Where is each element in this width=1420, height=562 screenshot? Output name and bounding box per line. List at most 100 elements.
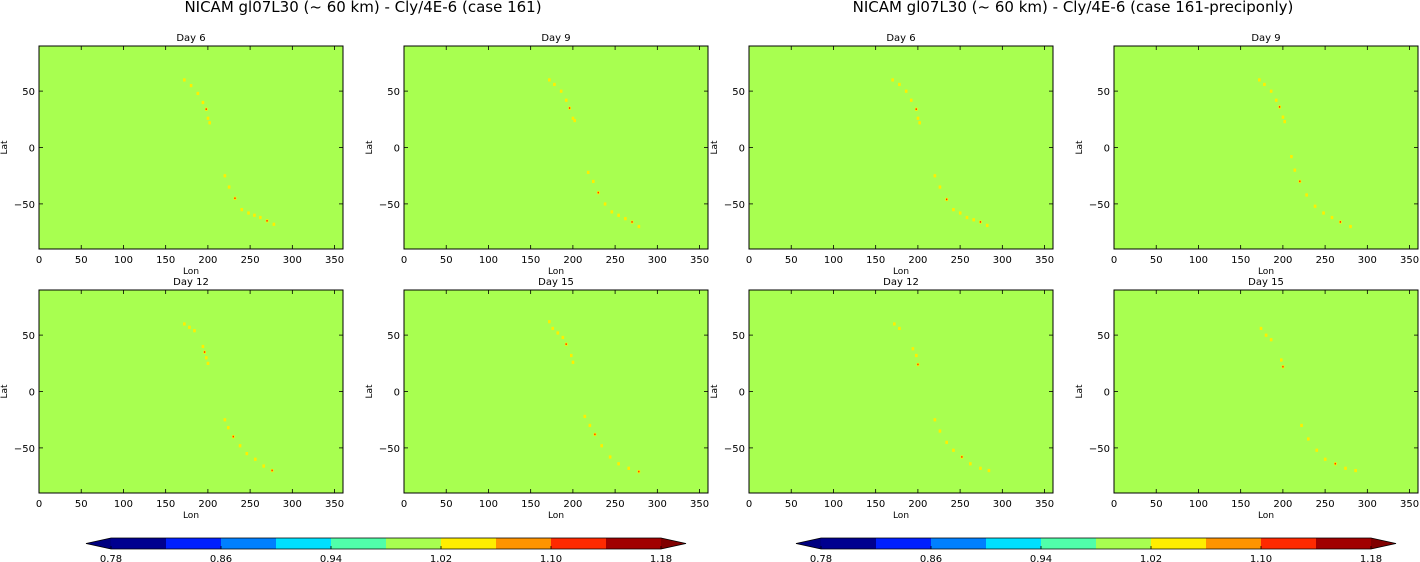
colorbar-segment <box>111 538 167 549</box>
x-tick-label: 250 <box>241 499 260 510</box>
feature-core <box>917 363 919 366</box>
subplot-7: 0 50 100 150 200 250 300 350 50 0 −50 Day 12 Lon Lat <box>710 277 1054 521</box>
x-tick-label: 0 <box>401 499 407 510</box>
colorbar-segment <box>1151 538 1207 549</box>
feature-point <box>226 426 230 430</box>
colorbars: 0.78 0.86 0.94 1.02 1.10 1.18 0.78 0.86 0.94 1.02… <box>85 537 1397 562</box>
x-tick-label: 100 <box>114 499 133 510</box>
colorbar-tick-label: 1.18 <box>1360 554 1382 562</box>
feature-core <box>1282 365 1284 368</box>
y-tick-label: −50 <box>14 444 35 455</box>
colorbar-2: 0.78 0.86 0.94 1.02 1.10 1.18 <box>795 537 1397 562</box>
feature-point <box>201 344 205 349</box>
y-tick-label: 0 <box>1104 388 1110 399</box>
feature-point <box>196 91 200 96</box>
x-axis-label: Lon <box>893 511 909 521</box>
feature-core <box>594 433 596 436</box>
y-axis-label: Lat <box>365 140 375 155</box>
feature-core <box>597 191 599 194</box>
feature-core <box>232 435 234 438</box>
colorbar-tick-label: 0.86 <box>210 554 232 562</box>
subplot-2: 0 50 100 150 200 250 300 350 50 0 −50 Day 9 Lon Lat <box>365 33 709 277</box>
x-tick-label: 250 <box>951 255 970 266</box>
colorbar-tick-label: 0.78 <box>810 554 832 562</box>
feature-point <box>588 423 592 428</box>
feature-point <box>253 457 257 461</box>
x-axis-label: Lon <box>893 267 909 277</box>
y-tick-label: 50 <box>22 87 35 98</box>
x-tick-label: 300 <box>648 255 667 266</box>
feature-point <box>915 353 918 358</box>
feature-core <box>266 220 268 222</box>
field-background <box>1114 290 1418 493</box>
x-tick-label: 100 <box>479 255 498 266</box>
feature-point <box>1313 204 1317 208</box>
feature-point <box>247 211 250 215</box>
y-tick-label: 0 <box>394 388 400 399</box>
feature-point <box>1307 437 1310 441</box>
colorbar-tick-label: 1.02 <box>1140 554 1162 562</box>
feature-point <box>893 322 896 326</box>
colorbar-under-extend <box>86 538 111 549</box>
y-tick-label: −50 <box>724 200 745 211</box>
x-tick-label: 200 <box>908 499 927 510</box>
colorbar-tick-label: 0.86 <box>920 554 942 562</box>
colorbar-tick-label: 1.18 <box>650 554 672 562</box>
y-tick-label: −50 <box>379 444 400 455</box>
x-tick-label: 300 <box>993 499 1012 510</box>
feature-point <box>933 418 937 422</box>
feature-point <box>1264 333 1268 337</box>
subplot-4: 0 50 100 150 200 250 300 350 50 0 −50 Day 15 Lon Lat <box>365 277 709 521</box>
x-tick-label: 100 <box>479 499 498 510</box>
feature-core <box>234 197 236 200</box>
y-tick-label: 50 <box>387 87 400 98</box>
x-tick-label: 150 <box>866 499 885 510</box>
feature-point <box>1323 457 1327 461</box>
y-tick-label: 0 <box>1104 144 1110 155</box>
colorbar-segment <box>386 538 442 549</box>
x-tick-label: 200 <box>198 499 217 510</box>
x-tick-label: 150 <box>1231 255 1250 266</box>
feature-point <box>193 329 196 333</box>
subplot-title: Day 9 <box>541 33 570 44</box>
field-background <box>39 290 343 493</box>
x-tick-label: 200 <box>1273 255 1292 266</box>
x-tick-label: 350 <box>1035 255 1054 266</box>
feature-point <box>571 116 575 120</box>
feature-core <box>271 469 273 472</box>
x-tick-label: 50 <box>440 255 453 266</box>
x-axis-label: Lon <box>548 267 564 277</box>
colorbar-tick-label: 0.94 <box>1030 554 1052 562</box>
feature-point <box>1322 211 1325 215</box>
colorbar-over-extend <box>661 538 686 549</box>
y-tick-label: 0 <box>739 144 745 155</box>
x-tick-label: 200 <box>1273 499 1292 510</box>
feature-point <box>570 353 573 358</box>
feature-point <box>262 464 266 468</box>
x-tick-label: 350 <box>1400 499 1419 510</box>
feature-point <box>979 466 982 470</box>
x-tick-label: 100 <box>824 499 843 510</box>
subplot-6: 0 50 100 150 200 250 300 350 50 0 −50 Day 9 Lon Lat <box>1075 33 1419 277</box>
feature-point <box>571 360 575 364</box>
y-tick-label: 50 <box>387 331 400 342</box>
feature-point <box>548 78 551 82</box>
x-tick-label: 50 <box>75 499 88 510</box>
x-tick-label: 0 <box>36 499 42 510</box>
colorbar-segment <box>1206 538 1262 549</box>
colorbar-tick-label: 1.10 <box>1250 554 1272 562</box>
x-tick-label: 100 <box>1189 255 1208 266</box>
y-axis-label: Lat <box>365 384 375 399</box>
feature-point <box>206 116 210 120</box>
subplot-5: 0 50 100 150 200 250 300 350 50 0 −50 Day 6 Lon Lat <box>710 33 1054 277</box>
feature-point <box>1263 82 1266 87</box>
colorbar-tick-label: 1.10 <box>540 554 562 562</box>
feature-point <box>938 429 942 433</box>
x-tick-label: 200 <box>198 255 217 266</box>
feature-point <box>1258 78 1261 82</box>
feature-point <box>1349 224 1352 229</box>
feature-point <box>1344 466 1347 470</box>
x-tick-label: 100 <box>1189 499 1208 510</box>
y-axis-label: Lat <box>0 140 10 155</box>
feature-point <box>904 89 908 93</box>
